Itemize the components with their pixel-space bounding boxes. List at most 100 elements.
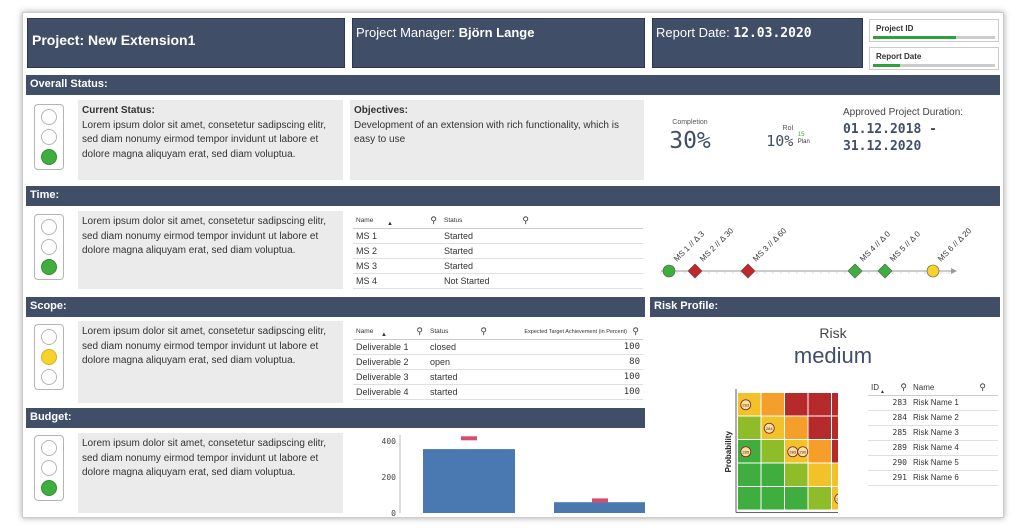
table-row[interactable]: MS 3 Started xyxy=(353,258,643,274)
risk-name: Risk Name 6 xyxy=(910,470,998,486)
milestone-marker[interactable] xyxy=(740,263,756,279)
risk-cell[interactable] xyxy=(808,416,832,440)
deliverable-col-status[interactable]: Status ⚲ xyxy=(427,325,491,340)
milestone-marker[interactable] xyxy=(877,263,893,279)
table-row[interactable]: Deliverable 2 open 80 xyxy=(353,354,643,370)
risk-profile-header: Risk Profile: xyxy=(650,297,1000,317)
risk-cell[interactable] xyxy=(832,393,838,416)
risk-cell[interactable] xyxy=(808,440,832,463)
risk-id: 284 xyxy=(868,410,910,426)
milestone-timeline: MS 1 // Δ 3MS 2 // Δ 30 MS 3 // Δ 60 MS 4 … xyxy=(660,226,974,279)
deliverable-col-target-label: Expected Target Achievement (in Percent) xyxy=(524,328,627,335)
project-manager-name: Björn Lange xyxy=(458,25,535,40)
table-row[interactable]: 285 Risk Name 3 xyxy=(868,425,998,441)
risk-cell[interactable] xyxy=(785,487,808,510)
project-id-filter[interactable]: Project ID xyxy=(869,19,999,42)
milestone-label: MS 2 // Δ 30 xyxy=(698,226,736,264)
sort-asc-icon: ▲ xyxy=(381,332,387,338)
table-row[interactable]: 284 Risk Name 2 xyxy=(868,410,998,426)
risk-marker[interactable] xyxy=(797,446,809,458)
risk-cell[interactable] xyxy=(761,487,785,510)
search-icon[interactable]: ⚲ xyxy=(900,382,907,392)
report-date: Report Date: 12.03.2020 xyxy=(656,25,862,41)
risk-cell[interactable] xyxy=(832,463,838,487)
milestone-name: MS 3 xyxy=(353,258,441,274)
milestone-col-name[interactable]: Name ▲ ⚲ xyxy=(353,214,441,229)
roi-kpi: RoI 10% 15 Plan xyxy=(753,125,823,151)
risk-marker-label: 291 xyxy=(836,497,838,502)
search-icon[interactable]: ⚲ xyxy=(430,215,437,225)
deliverable-col-name[interactable]: Name ▲ ⚲ xyxy=(353,325,427,340)
sort-asc-icon: ▲ xyxy=(387,221,393,227)
y-tick-label: 200 xyxy=(382,473,397,482)
milestone-marker[interactable] xyxy=(847,263,863,279)
risk-cell[interactable] xyxy=(832,416,838,440)
search-icon[interactable]: ⚲ xyxy=(632,326,639,336)
deliverable-status: open xyxy=(427,354,491,370)
table-row[interactable]: 289 Risk Name 4 xyxy=(868,440,998,456)
milestone-label: MS 5 // Δ 0 xyxy=(888,229,922,263)
risk-col-name-label: Name xyxy=(913,383,935,393)
deliverable-col-target[interactable]: Expected Target Achievement (in Percent)… xyxy=(491,325,643,340)
report-date-filter[interactable]: Report Date xyxy=(869,47,999,70)
risk-cell[interactable] xyxy=(808,463,832,487)
table-row[interactable]: Deliverable 4 started 100 xyxy=(353,384,643,400)
risk-col-id[interactable]: ID ▲ ⚲ xyxy=(868,381,910,396)
search-icon[interactable]: ⚲ xyxy=(979,382,986,392)
risk-cell[interactable] xyxy=(738,416,761,440)
budget-bar[interactable] xyxy=(423,449,515,513)
risk-marker[interactable] xyxy=(740,446,752,458)
table-row[interactable]: Deliverable 1 closed 100 xyxy=(353,339,643,355)
risk-marker[interactable] xyxy=(834,493,838,504)
milestone-col-status[interactable]: Status ⚲ xyxy=(441,214,533,229)
deliverable-table-header: Name ▲ ⚲ Status ⚲ Expected Target Achieveme… xyxy=(353,325,643,340)
table-row[interactable]: MS 1 Started xyxy=(353,228,643,244)
table-row[interactable]: 290 Risk Name 5 xyxy=(868,455,998,471)
milestone-marker[interactable] xyxy=(662,264,676,278)
risk-cell[interactable] xyxy=(761,463,785,487)
risk-marker[interactable] xyxy=(763,422,775,434)
milestone-col-empty xyxy=(533,214,643,229)
budget-lamp-yellow xyxy=(41,460,57,476)
risk-cell[interactable] xyxy=(785,463,808,487)
risk-marker-label: 283 xyxy=(742,403,749,408)
risk-cell[interactable] xyxy=(808,487,832,510)
roi-value: 10% xyxy=(766,132,794,150)
roi-plan: 15 Plan xyxy=(798,132,810,146)
risk-matrix: ProbabilityImpact283284285289290291 xyxy=(724,389,838,513)
deliverable-status: started xyxy=(427,384,491,400)
risk-cell[interactable] xyxy=(785,393,808,416)
milestone-label: MS 4 // Δ 0 xyxy=(858,229,892,263)
table-row[interactable]: MS 4 Not Started xyxy=(353,273,643,289)
search-icon[interactable]: ⚲ xyxy=(522,215,529,225)
deliverable-col-status-label: Status xyxy=(430,328,449,336)
table-row[interactable]: 283 Risk Name 1 xyxy=(868,395,998,411)
risk-marker-label: 289 xyxy=(789,450,796,455)
risk-cell[interactable] xyxy=(761,440,785,463)
deliverable-name: Deliverable 2 xyxy=(353,354,427,370)
risk-cell[interactable] xyxy=(761,393,785,416)
risk-cell[interactable] xyxy=(738,463,761,487)
milestone-table: Name ▲ ⚲ Status ⚲ MS 1 Started MS 2 Started MS … xyxy=(353,214,643,289)
risk-name: Risk Name 1 xyxy=(910,395,998,411)
milestone-marker[interactable] xyxy=(687,263,703,279)
risk-col-name[interactable]: Name ⚲ xyxy=(910,381,998,396)
scope-text: Lorem ipsum dolor sit amet, consetetur s… xyxy=(82,326,326,366)
risk-marker[interactable] xyxy=(740,399,752,411)
search-icon[interactable]: ⚲ xyxy=(416,326,423,336)
budget-bar[interactable] xyxy=(554,502,645,513)
table-row[interactable]: MS 2 Started xyxy=(353,243,643,259)
search-icon[interactable]: ⚲ xyxy=(480,326,487,336)
risk-id: 283 xyxy=(868,395,910,411)
risk-cell[interactable] xyxy=(785,416,808,440)
budget-text-panel: Lorem ipsum dolor sit amet, consetetur s… xyxy=(78,433,343,513)
table-row[interactable]: 291 Risk Name 6 xyxy=(868,470,998,486)
risk-cell[interactable] xyxy=(832,440,838,463)
risk-cell[interactable] xyxy=(808,393,832,416)
table-row[interactable]: Deliverable 3 started 100 xyxy=(353,369,643,385)
budget-chart: 400 200 0 xyxy=(382,435,645,516)
risk-cell[interactable] xyxy=(738,487,761,510)
deliverable-name: Deliverable 1 xyxy=(353,339,427,355)
milestone-name: MS 4 xyxy=(353,273,441,289)
milestone-marker[interactable] xyxy=(926,264,940,278)
